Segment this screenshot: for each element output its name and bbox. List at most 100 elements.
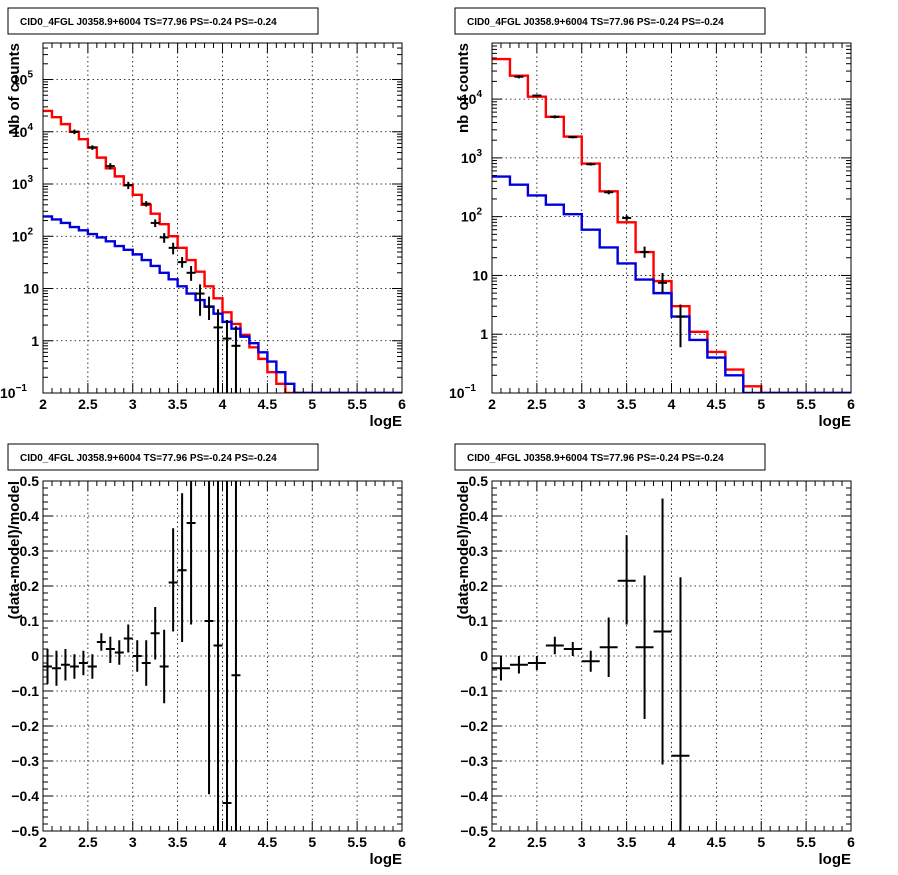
y-tick-exponent: −1 (16, 383, 28, 394)
x-tick-label: 2.5 (527, 396, 547, 412)
total-model-histogram (43, 109, 402, 393)
y-tick-base: 0.4 (469, 508, 489, 524)
y-tick-exponent: 4 (476, 89, 482, 100)
x-tick-label: 4 (219, 396, 227, 412)
y-tick-exponent: 2 (27, 226, 33, 237)
y-tick-label: −0.4 (460, 788, 488, 804)
y-tick-label: 1 (31, 333, 39, 349)
x-axis-title: logE (370, 851, 403, 868)
chart-title: CID0_4FGL J0358.9+6004 TS=77.96 PS=-0.24… (467, 453, 724, 464)
x-tick-label: 6 (847, 834, 855, 850)
y-tick-base: −0.3 (11, 753, 39, 769)
y-axis-title: (data-model)/model (455, 481, 472, 619)
plot-area (492, 57, 851, 393)
y-tick-label: 0.2 (20, 578, 40, 594)
y-tick-label: 0.1 (20, 613, 40, 629)
x-tick-label: 4 (668, 396, 676, 412)
y-tick-exponent: −1 (465, 383, 477, 394)
y-tick-base: 10 (461, 150, 477, 166)
x-axis-title: logE (819, 851, 852, 868)
source-model-histogram (43, 215, 402, 393)
y-tick-label: 0.3 (469, 543, 489, 559)
x-tick-label: 3 (129, 834, 137, 850)
y-tick-label: 10−1 (449, 383, 476, 401)
x-tick-label: 5.5 (796, 834, 816, 850)
y-tick-label: 10 (23, 281, 39, 297)
chart-title-box (454, 7, 766, 35)
x-tick-label: 5.5 (347, 396, 367, 412)
y-tick-label: 0.5 (20, 473, 40, 489)
total-model-histogram (492, 57, 851, 393)
counts-panel-right: 2 2.5 3 3.5 4 4.5 5 5.5 610−1110102103104logEnb … (449, 7, 855, 430)
x-tick-label: 3.5 (617, 396, 637, 412)
y-tick-label: −0.4 (11, 788, 39, 804)
y-tick-label: −0.2 (460, 718, 488, 734)
y-tick-label: −0.5 (460, 823, 488, 839)
y-tick-exponent: 3 (476, 148, 482, 159)
y-tick-label: 1 (480, 326, 488, 342)
x-tick-label: 3 (578, 396, 586, 412)
x-tick-label: 5 (308, 396, 316, 412)
x-tick-label: 3.5 (168, 396, 188, 412)
y-tick-label: −0.1 (460, 683, 488, 699)
y-tick-base: −0.2 (11, 718, 39, 734)
residual-panel-left: 2 2.5 3 3.5 4 4.5 5 5.5 6 −0.5 −0.4 −0.3 −0.2 −0.1 0 0.… (6, 443, 406, 868)
y-tick-base: 10 (461, 91, 477, 107)
plot-area (43, 481, 241, 831)
y-tick-label: −0.1 (11, 683, 39, 699)
x-tick-label: 2.5 (78, 396, 98, 412)
chart-title-box (7, 443, 319, 471)
y-tick-label: 105 (12, 70, 34, 88)
y-tick-base: 0 (480, 648, 488, 664)
y-axis-title: nb of counts (455, 43, 472, 133)
x-tick-label: 6 (398, 834, 406, 850)
y-tick-exponent: 5 (27, 70, 33, 81)
y-tick-base: −0.5 (460, 823, 488, 839)
y-tick-exponent: 4 (27, 122, 33, 133)
x-tick-label: 6 (847, 396, 855, 412)
y-tick-base: 0.2 (469, 578, 489, 594)
x-tick-label: 3.5 (168, 834, 188, 850)
x-tick-label: 5.5 (796, 396, 816, 412)
y-tick-label: −0.2 (11, 718, 39, 734)
y-tick-base: 0.3 (20, 543, 40, 559)
chart-title: CID0_4FGL J0358.9+6004 TS=77.96 PS=-0.24… (20, 17, 277, 28)
x-tick-label: 4.5 (258, 834, 278, 850)
y-tick-label: −0.3 (460, 753, 488, 769)
y-tick-base: 1 (31, 333, 39, 349)
x-tick-label: 2 (39, 396, 47, 412)
y-tick-base: 0.3 (469, 543, 489, 559)
y-tick-label: −0.3 (11, 753, 39, 769)
x-tick-label: 5 (757, 396, 765, 412)
y-tick-label: 0.4 (469, 508, 489, 524)
x-tick-label: 2 (488, 834, 496, 850)
y-tick-base: 10 (461, 209, 477, 225)
y-tick-base: 10 (12, 124, 28, 140)
y-tick-base: −0.4 (460, 788, 488, 804)
x-tick-label: 3 (578, 834, 586, 850)
y-tick-base: 0.5 (20, 473, 40, 489)
y-tick-label: 10 (472, 267, 488, 283)
y-tick-base: 0.2 (20, 578, 40, 594)
y-tick-label: 0 (31, 648, 39, 664)
chart-title-box (454, 443, 766, 471)
x-tick-label: 5.5 (347, 834, 367, 850)
x-tick-label: 5 (757, 834, 765, 850)
x-axis-title: logE (819, 413, 852, 430)
x-tick-label: 4.5 (707, 396, 727, 412)
chart-title-box (7, 7, 319, 35)
x-tick-label: 4.5 (707, 834, 727, 850)
y-tick-label: 102 (461, 207, 483, 225)
x-tick-label: 5 (308, 834, 316, 850)
y-tick-base: 10 (12, 176, 28, 192)
y-tick-base: −0.3 (460, 753, 488, 769)
y-tick-label: 0.4 (20, 508, 40, 524)
x-tick-label: 2 (488, 396, 496, 412)
y-tick-exponent: 3 (27, 174, 33, 185)
y-tick-base: 1 (480, 326, 488, 342)
y-tick-label: −0.5 (11, 823, 39, 839)
y-tick-base: −0.1 (460, 683, 488, 699)
y-tick-label: 0 (480, 648, 488, 664)
y-tick-base: 10 (23, 281, 39, 297)
